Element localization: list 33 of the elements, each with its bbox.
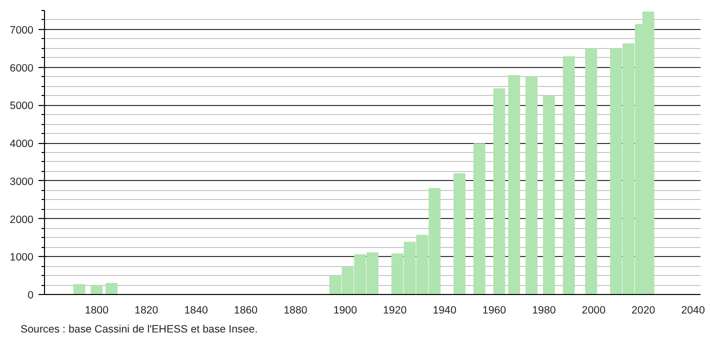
x-tick-label: 1800 bbox=[84, 304, 109, 316]
y-tick-label: 2000 bbox=[10, 214, 34, 226]
y-tick-label: 5000 bbox=[10, 100, 34, 112]
source-note: Sources : base Cassini de l'EHESS et base Insee. bbox=[20, 324, 258, 336]
y-tick-label: 7000 bbox=[10, 24, 34, 36]
x-tick-label: 2020 bbox=[631, 304, 656, 316]
x-tick-label: 1920 bbox=[383, 304, 407, 316]
x-tick-label: 2000 bbox=[582, 304, 606, 316]
bar bbox=[526, 76, 538, 294]
x-tick-label: 1840 bbox=[184, 304, 208, 316]
y-tick-label: 3000 bbox=[10, 176, 34, 188]
bar bbox=[542, 96, 555, 294]
bar bbox=[73, 284, 86, 294]
bar bbox=[585, 48, 598, 294]
x-tick-label: 1860 bbox=[234, 304, 258, 316]
x-tick-label: 1980 bbox=[532, 304, 556, 316]
y-tick-label: 4000 bbox=[10, 138, 34, 150]
x-tick-label: 1960 bbox=[482, 304, 506, 316]
x-tick-label: 2040 bbox=[681, 304, 705, 316]
bar bbox=[473, 143, 486, 294]
x-tick-label: 1900 bbox=[333, 304, 358, 316]
y-tick-label: 0 bbox=[28, 290, 34, 302]
bar bbox=[493, 88, 506, 294]
x-tick-label: 1820 bbox=[134, 304, 158, 316]
bar bbox=[454, 173, 466, 294]
bar bbox=[508, 75, 520, 294]
x-tick-label: 1880 bbox=[284, 304, 308, 316]
bar bbox=[562, 56, 575, 294]
bar bbox=[106, 283, 118, 294]
y-tick-label: 1000 bbox=[10, 252, 34, 264]
y-tick-label: 6000 bbox=[10, 62, 34, 74]
bar bbox=[90, 285, 103, 294]
x-tick-label: 1940 bbox=[432, 304, 456, 316]
